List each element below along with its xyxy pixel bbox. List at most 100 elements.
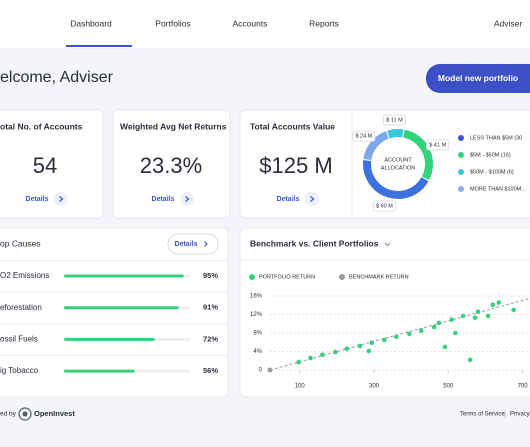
chevron <box>310 196 315 202</box>
nav-bar <box>0 0 530 48</box>
portfolio-point <box>406 331 412 337</box>
legend-text: LESS THAN $5M (30 <box>470 135 522 141</box>
portfolio-point <box>393 334 399 340</box>
chevron <box>59 196 64 202</box>
cause-value: 95% <box>203 271 218 280</box>
legend-text: BENCHMARK RETURN <box>349 274 409 280</box>
cause-name: ig Tobacco <box>0 366 39 375</box>
portfolio-point <box>320 352 325 358</box>
cause-value: 56% <box>203 366 218 375</box>
cause-name: eforestation <box>0 303 42 312</box>
cause-value: 91% <box>203 303 218 312</box>
chevron-circle <box>180 192 194 206</box>
card-title: Weighted Avg Net Returns <box>120 121 227 131</box>
legend-dot <box>249 274 255 280</box>
nav-tab[interactable]: Accounts <box>233 18 268 28</box>
cause-name: ossil Fuels <box>0 335 38 344</box>
donut-segment <box>402 129 433 181</box>
nav-tab[interactable]: Dashboard <box>70 18 112 28</box>
card-value: 23.3% <box>140 153 202 178</box>
portfolio-point <box>472 315 478 321</box>
portfolio-point <box>490 302 496 308</box>
cause-bar <box>64 337 155 341</box>
card-value: 54 <box>33 153 57 178</box>
portfolio-point <box>460 313 466 319</box>
button-label[interactable]: Model new portfolio <box>438 73 518 83</box>
y-tick-label: 8% <box>253 331 262 337</box>
nav-tab[interactable]: Reports <box>309 18 339 28</box>
legend-text: $50M - $100M (6) <box>470 169 514 175</box>
card-value: $125 M <box>259 153 332 178</box>
portfolio-point <box>511 307 516 313</box>
chevron-circle <box>54 192 68 206</box>
legend-text: MORE THAN $100M... <box>470 186 526 192</box>
portfolio-point <box>418 328 424 333</box>
cause-value: 72% <box>203 334 218 343</box>
portfolio-point <box>333 349 338 355</box>
segment-label-box <box>426 139 450 151</box>
logo-inner <box>22 411 28 417</box>
portfolio-point <box>453 330 458 336</box>
segment-label: $ 41 M <box>429 142 446 148</box>
page-title: elcome, Adviser <box>0 69 114 86</box>
nav-user[interactable]: Adviser <box>494 18 523 28</box>
portfolio-point <box>475 309 481 315</box>
portfolio-point <box>369 340 375 346</box>
legend-text: $5M - $50M (16) <box>470 152 511 158</box>
footer-text: ed by <box>0 411 17 418</box>
segment-label-box <box>352 130 376 142</box>
chevron-circle <box>305 192 319 206</box>
cause-bar <box>64 306 179 310</box>
card-title: Total Accounts Value <box>250 121 335 131</box>
logo <box>18 407 32 421</box>
chevron <box>185 196 190 202</box>
portfolio-point <box>485 313 491 319</box>
portfolio-point <box>449 317 454 322</box>
portfolio-point <box>467 357 473 363</box>
portfolio-point <box>357 343 363 349</box>
segment-label: $ 11 M <box>386 118 403 124</box>
dropdown-caret[interactable] <box>384 242 391 247</box>
y-tick-label: 0 <box>259 368 263 374</box>
details-button[interactable] <box>167 233 219 255</box>
footer-link[interactable]: Privacy I <box>510 412 530 418</box>
panel-title: op Causes <box>0 238 41 248</box>
cause-bar <box>64 369 135 373</box>
y-tick-label: 4% <box>253 349 262 355</box>
card-title: otal No. of Accounts <box>0 121 83 131</box>
x-tick-label: 300 <box>369 384 380 390</box>
segment-label: $ 24 M <box>355 134 372 140</box>
nav-tab[interactable]: Portfolios <box>155 18 190 28</box>
legend-dot <box>458 186 464 192</box>
panel <box>0 227 229 398</box>
card-link[interactable]: Details <box>277 196 300 203</box>
cause-bar <box>64 274 184 278</box>
portfolio-point <box>366 348 372 354</box>
portfolio-point <box>344 346 350 352</box>
nav-underline <box>66 45 132 47</box>
legend-text: PORTFOLIO RETURN <box>259 274 315 280</box>
y-tick-label: 16% <box>250 294 263 300</box>
legend-dot <box>458 135 464 141</box>
segment-label-box <box>372 200 396 212</box>
details-label[interactable]: Details <box>175 241 198 248</box>
portfolio-point <box>382 337 387 343</box>
legend-dot <box>458 152 464 158</box>
y-tick-label: 12% <box>250 312 263 318</box>
cause-name: O2 Emissions <box>0 271 49 280</box>
card-link[interactable]: Details <box>26 196 49 203</box>
donut-segment <box>387 129 404 139</box>
legend-dot <box>339 274 345 280</box>
portfolio-point <box>442 344 448 350</box>
footer-link[interactable]: Terms of Service <box>460 412 505 418</box>
x-tick-label: 100 <box>295 384 306 390</box>
donut-center: ALLOCATION <box>381 165 415 171</box>
donut-center: ACCOUNT <box>384 157 412 163</box>
donut-segment <box>363 160 429 199</box>
primary-button[interactable] <box>426 64 530 93</box>
portfolio-point <box>296 359 301 365</box>
card-link[interactable]: Details <box>152 196 175 203</box>
card <box>112 109 231 219</box>
